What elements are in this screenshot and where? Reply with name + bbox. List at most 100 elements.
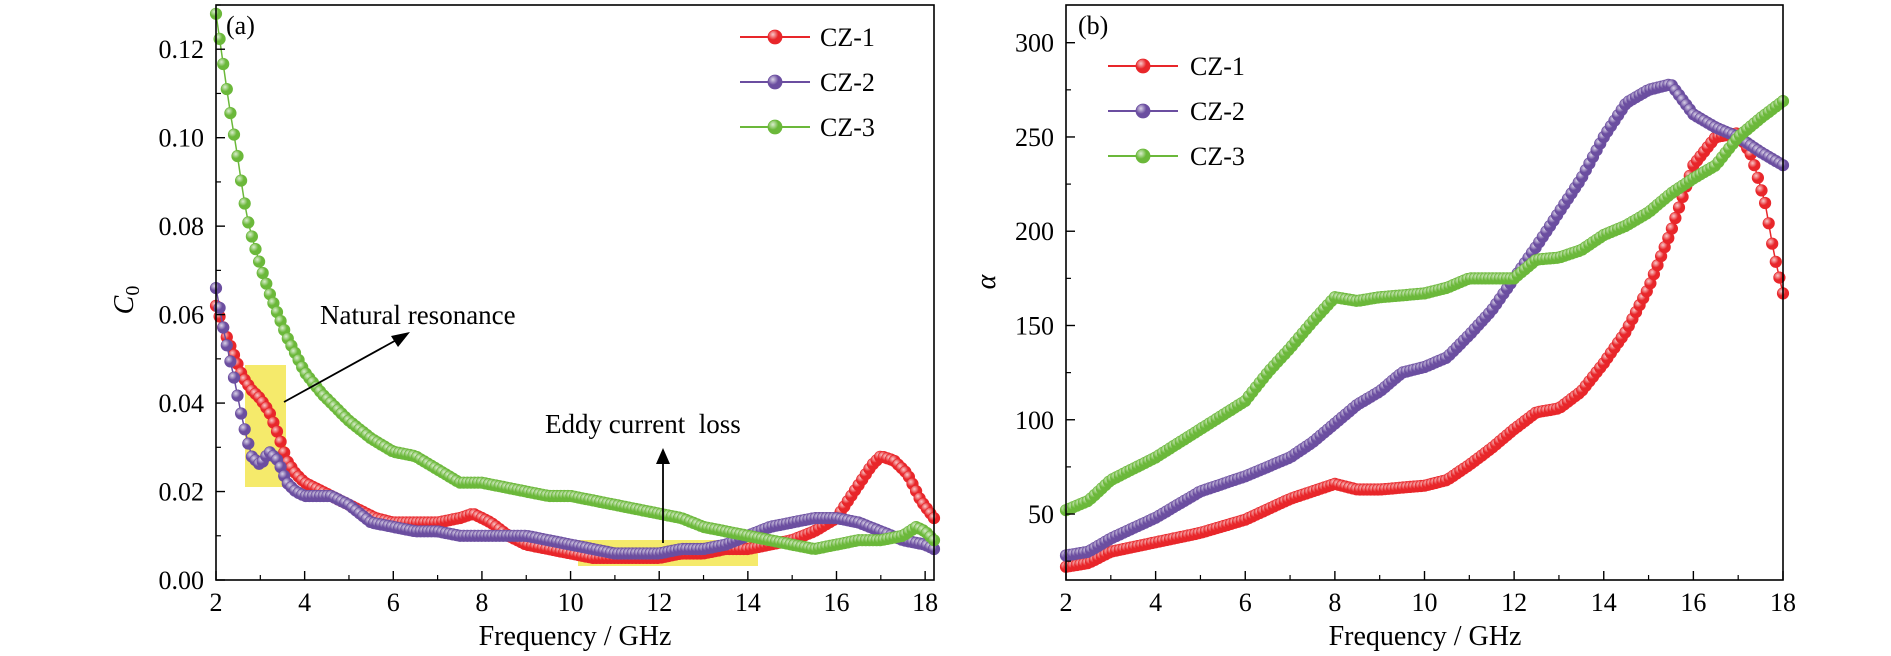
data-point xyxy=(245,230,258,243)
x-tick-label: 18 xyxy=(1770,588,1796,617)
x-tick-label: 4 xyxy=(1149,588,1162,617)
data-point xyxy=(1672,201,1686,214)
x-tick-label: 16 xyxy=(1680,588,1706,617)
data-point xyxy=(235,407,248,420)
panel-a-chart: 2 4 6 8 10 12 14 16 18 0.00 0.02 0.04 0.06 0.08 0.10 0.… xyxy=(109,4,941,652)
legend-item-cz-3: CZ-3 xyxy=(1108,142,1245,171)
x-tick-label: 8 xyxy=(1328,588,1341,617)
legend-label: CZ-1 xyxy=(1190,52,1245,81)
data-point xyxy=(235,174,248,187)
data-point xyxy=(220,82,233,96)
data-point xyxy=(227,371,241,384)
data-point xyxy=(227,128,241,141)
legend-label: CZ-3 xyxy=(1190,142,1245,171)
y-tick-label: 0.08 xyxy=(159,212,205,241)
data-point xyxy=(249,243,262,256)
x-tick-label: 10 xyxy=(558,588,584,617)
panel-b-xlabel: Frequency / GHz xyxy=(1329,621,1522,652)
data-point xyxy=(1769,255,1782,268)
x-tick-label: 2 xyxy=(210,588,223,617)
natural-resonance-arrow xyxy=(283,337,401,403)
legend-item-cz-2: CZ-2 xyxy=(740,68,875,97)
data-point xyxy=(238,197,251,210)
panel-a-tag: (a) xyxy=(226,11,255,40)
x-tick-label: 10 xyxy=(1412,588,1438,617)
data-point xyxy=(242,437,255,450)
legend-marker xyxy=(1135,58,1151,74)
y-tick-label: 200 xyxy=(1015,217,1054,246)
data-point xyxy=(231,389,244,402)
legend-item-cz-3: CZ-3 xyxy=(740,113,875,142)
legend-item-cz-1: CZ-1 xyxy=(740,23,875,52)
y-tick-label: 100 xyxy=(1015,406,1054,435)
panel-b-ticks: 2 4 6 8 10 12 14 16 18 50 100 150 200 250 300 xyxy=(1015,29,1796,617)
legend-marker xyxy=(767,74,783,90)
x-tick-label: 18 xyxy=(912,588,938,617)
legend-label: CZ-2 xyxy=(820,68,875,97)
legend-marker xyxy=(767,119,783,135)
data-point xyxy=(260,277,273,290)
data-point xyxy=(231,150,244,163)
panel-b-series xyxy=(1059,78,1790,573)
data-point xyxy=(1748,159,1761,172)
data-point xyxy=(1758,196,1772,210)
x-tick-label: 6 xyxy=(387,588,400,617)
x-tick-label: 12 xyxy=(1501,588,1527,617)
y-tick-label: 150 xyxy=(1015,311,1054,340)
data-point xyxy=(1669,211,1682,225)
panel-a-ticks: 2 4 6 8 10 12 14 16 18 0.00 0.02 0.04 0.06 0.08 0.10 0.… xyxy=(159,4,938,617)
panel-b-tag: (b) xyxy=(1078,11,1108,40)
data-point xyxy=(1766,237,1779,250)
series-cz-1 xyxy=(1059,127,1790,573)
data-point xyxy=(274,435,287,448)
legend-label: CZ-1 xyxy=(820,23,875,52)
data-point xyxy=(1751,171,1764,184)
data-point xyxy=(1665,222,1678,235)
x-tick-label: 4 xyxy=(298,588,311,617)
data-point xyxy=(224,106,237,120)
data-point xyxy=(256,266,269,280)
eddy-current-label: Eddy current loss xyxy=(545,409,741,439)
legend-item-cz-2: CZ-2 xyxy=(1108,97,1245,126)
x-tick-label: 14 xyxy=(735,588,761,617)
legend-marker xyxy=(1135,148,1151,164)
panel-b-chart: 2 4 6 8 10 12 14 16 18 50 100 150 200 250 300 CZ-1 CZ-2… xyxy=(971,4,1796,652)
y-tick-label: 250 xyxy=(1015,123,1054,152)
panel-a-legend: CZ-1 CZ-2 CZ-3 xyxy=(740,23,875,142)
panel-a-frame xyxy=(215,4,935,581)
y-tick-label: 0.04 xyxy=(159,389,205,418)
legend-label: CZ-3 xyxy=(820,113,875,142)
data-point xyxy=(1762,217,1775,230)
x-tick-label: 12 xyxy=(646,588,672,617)
series-cz-2 xyxy=(1059,78,1790,562)
data-point xyxy=(224,355,237,368)
legend-marker xyxy=(1135,103,1151,119)
y-tick-label: 0.02 xyxy=(159,478,205,507)
panel-a-ylabel-sub: 0 xyxy=(122,286,144,296)
natural-resonance-annotation: Natural resonance xyxy=(283,300,516,403)
data-point xyxy=(1755,184,1768,197)
data-point xyxy=(217,321,230,334)
series-cz-3 xyxy=(1059,94,1790,517)
legend-marker xyxy=(767,29,783,45)
x-tick-label: 16 xyxy=(823,588,849,617)
y-tick-label: 300 xyxy=(1015,29,1054,58)
data-point xyxy=(220,339,233,352)
x-tick-label: 14 xyxy=(1591,588,1617,617)
x-tick-label: 6 xyxy=(1239,588,1252,617)
eddy-current-arrowhead xyxy=(656,448,670,464)
legend-label: CZ-2 xyxy=(1190,97,1245,126)
data-point xyxy=(238,423,251,436)
data-point xyxy=(217,57,230,71)
panel-a-xlabel: Frequency / GHz xyxy=(479,621,672,652)
y-tick-label: 0.00 xyxy=(159,566,205,595)
eddy-current-annotation: Eddy current loss xyxy=(545,409,741,543)
panel-b-legend: CZ-1 CZ-2 CZ-3 xyxy=(1108,52,1245,171)
legend-item-cz-1: CZ-1 xyxy=(1108,52,1245,81)
data-point xyxy=(242,216,255,229)
y-tick-label: 0.12 xyxy=(159,35,205,64)
natural-resonance-label: Natural resonance xyxy=(320,300,516,330)
x-tick-label: 2 xyxy=(1060,588,1073,617)
panel-b-ylabel: α xyxy=(971,273,1002,289)
